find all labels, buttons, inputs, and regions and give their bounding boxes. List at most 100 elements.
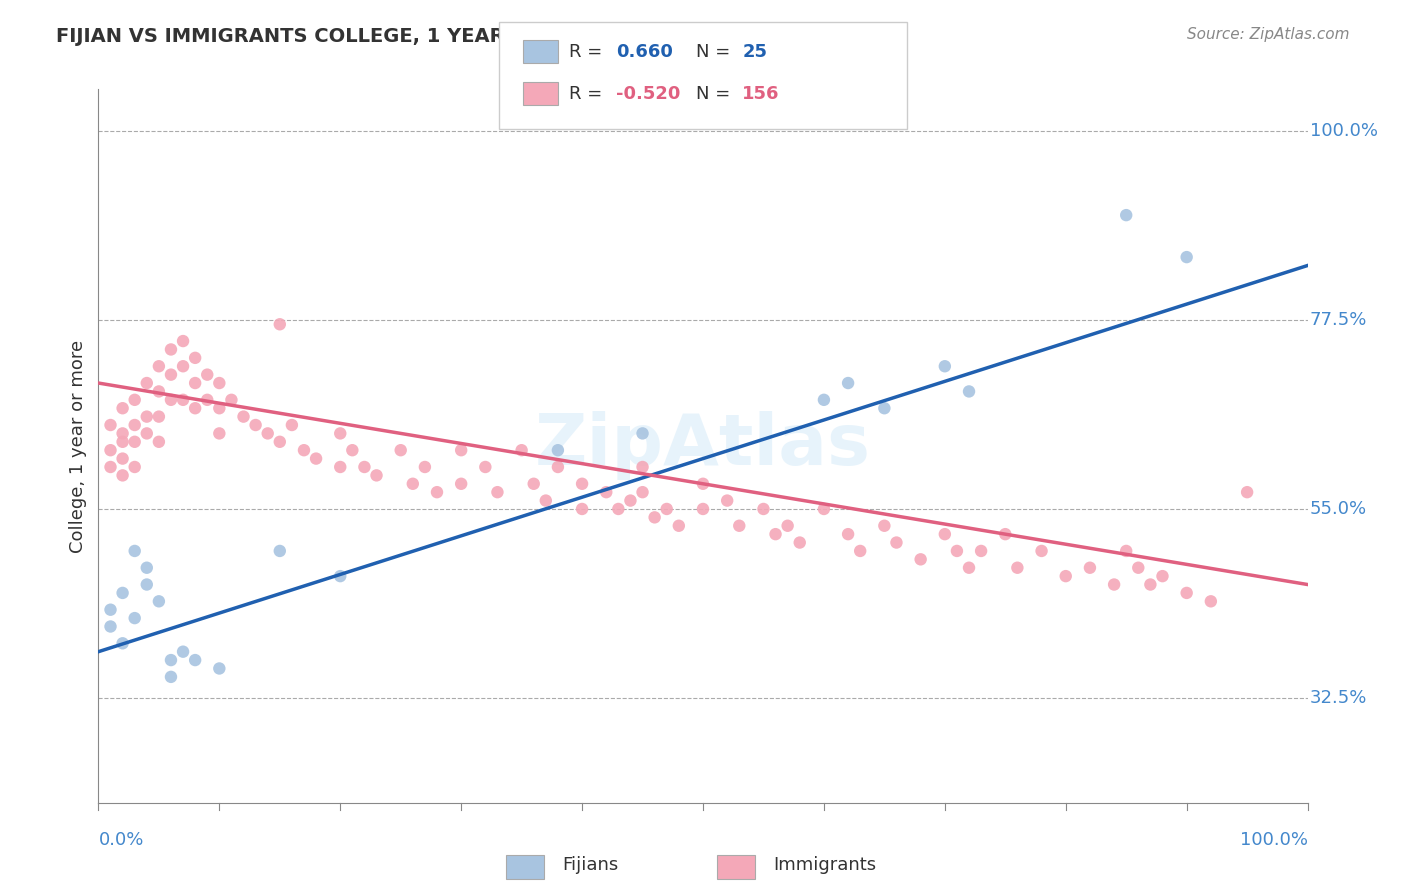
Point (837, 376, 859, 390)
Point (342, 443, 364, 458)
Text: R =: R = (569, 85, 609, 103)
Point (111, 586, 134, 600)
Point (148, 384, 170, 399)
Point (402, 476, 425, 491)
Point (450, 443, 472, 458)
Text: ZipAtlas: ZipAtlas (536, 411, 870, 481)
Point (269, 434, 291, 449)
Point (195, 368, 218, 382)
Point (426, 485, 449, 500)
Point (523, 476, 546, 491)
Point (329, 569, 352, 583)
Point (1115, 208, 1137, 222)
Point (124, 417, 146, 432)
Point (619, 493, 641, 508)
Point (111, 468, 134, 483)
Point (160, 392, 183, 407)
Text: N =: N = (696, 85, 735, 103)
Point (184, 653, 207, 667)
Point (716, 493, 738, 508)
Point (692, 502, 714, 516)
Point (160, 343, 183, 357)
Point (184, 376, 207, 390)
Point (692, 476, 714, 491)
Point (184, 351, 207, 365)
Point (281, 417, 304, 432)
Point (124, 611, 146, 625)
Point (1152, 569, 1174, 583)
Text: 55.0%: 55.0% (1310, 500, 1367, 518)
Point (1199, 594, 1222, 608)
Point (124, 460, 146, 475)
Text: 100.0%: 100.0% (1310, 122, 1378, 140)
Point (886, 535, 908, 549)
Text: 0.0%: 0.0% (98, 831, 143, 849)
Point (728, 518, 751, 533)
Point (873, 401, 896, 416)
Point (100, 603, 122, 617)
Point (450, 476, 472, 491)
Point (873, 518, 896, 533)
Point (389, 443, 412, 458)
Point (184, 401, 207, 416)
Point (631, 426, 654, 441)
Point (776, 518, 799, 533)
Point (946, 544, 969, 558)
Point (752, 502, 775, 516)
Point (100, 619, 122, 633)
Point (135, 560, 157, 574)
Text: FIJIAN VS IMMIGRANTS COLLEGE, 1 YEAR OR MORE CORRELATION CHART: FIJIAN VS IMMIGRANTS COLLEGE, 1 YEAR OR … (56, 27, 855, 45)
Point (1236, 485, 1258, 500)
Text: -0.520: -0.520 (616, 85, 681, 103)
Point (148, 594, 170, 608)
Point (353, 460, 375, 475)
Text: Immigrants: Immigrants (773, 856, 876, 874)
Point (413, 460, 436, 475)
Point (571, 476, 593, 491)
Point (994, 527, 1017, 541)
Point (269, 544, 291, 558)
Point (135, 376, 157, 390)
Point (547, 460, 569, 475)
Point (1128, 560, 1150, 574)
Text: 77.5%: 77.5% (1310, 311, 1368, 329)
Point (934, 527, 956, 541)
Text: 32.5%: 32.5% (1310, 689, 1368, 706)
Text: 156: 156 (742, 85, 780, 103)
Point (111, 426, 134, 441)
Point (172, 359, 194, 374)
Point (813, 392, 835, 407)
Point (221, 392, 243, 407)
Point (172, 392, 194, 407)
Point (486, 485, 509, 500)
Point (208, 401, 231, 416)
Point (160, 368, 183, 382)
Point (232, 409, 254, 424)
Point (256, 426, 278, 441)
Text: 25: 25 (742, 43, 768, 61)
Point (631, 485, 654, 500)
Point (534, 493, 557, 508)
Point (111, 434, 134, 449)
Point (849, 544, 872, 558)
Point (100, 460, 122, 475)
Point (474, 460, 496, 475)
Point (208, 661, 231, 675)
Point (655, 502, 678, 516)
Point (510, 443, 533, 458)
Point (1031, 544, 1053, 558)
Point (789, 535, 811, 549)
Point (1007, 560, 1029, 574)
Point (813, 502, 835, 516)
Text: 100.0%: 100.0% (1240, 831, 1308, 849)
Point (160, 653, 183, 667)
Point (148, 359, 170, 374)
Point (148, 409, 170, 424)
Point (135, 426, 157, 441)
Point (837, 527, 859, 541)
Point (644, 510, 666, 524)
Point (135, 409, 157, 424)
Point (305, 451, 328, 466)
Point (1139, 577, 1161, 591)
Point (1175, 586, 1198, 600)
